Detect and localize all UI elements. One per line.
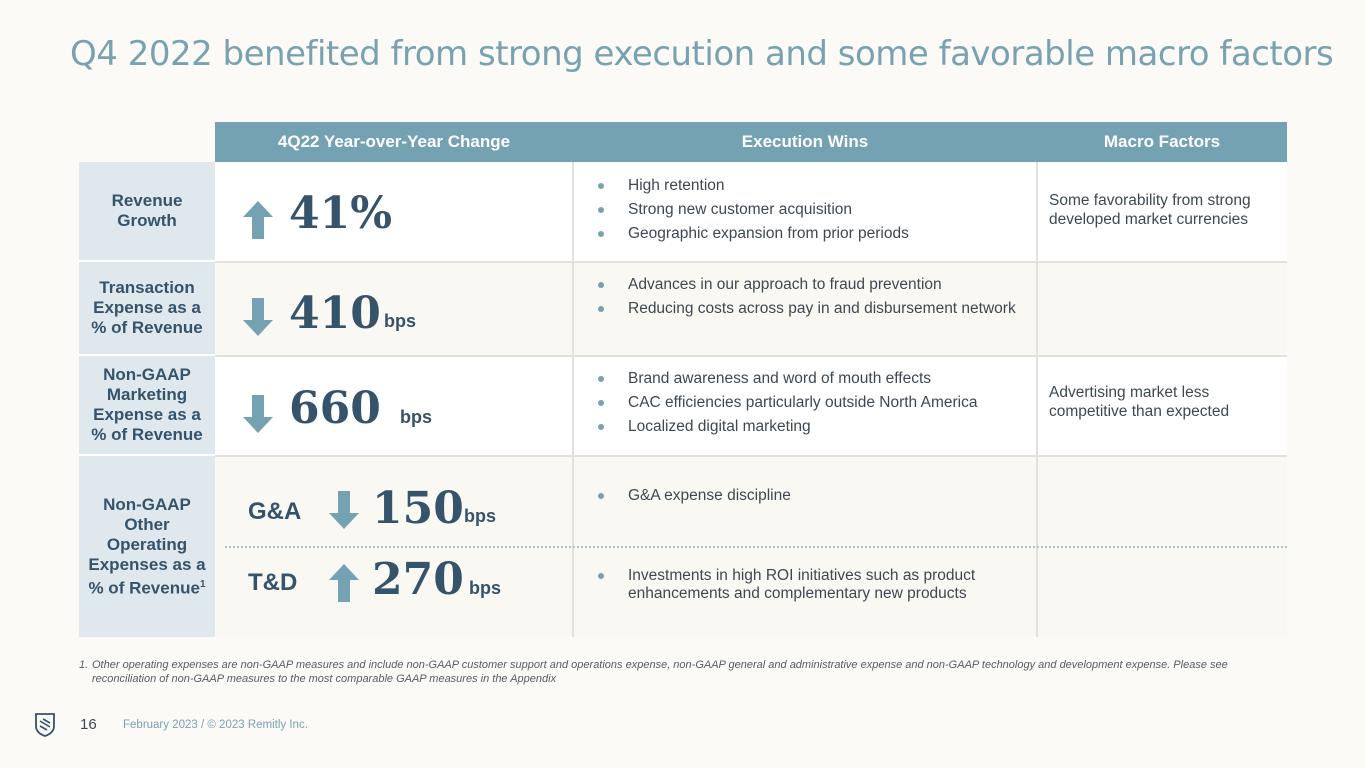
list-item: G&A expense discipline	[597, 487, 791, 505]
td-execution-wins: Investments in high ROI initiatives such…	[597, 567, 1017, 609]
list-item: Reducing costs across pay in and disburs…	[597, 300, 1017, 318]
revenue-growth-value: 41%	[289, 188, 393, 239]
header-macro-factors: Macro Factors	[1037, 122, 1287, 162]
td-value: 270	[372, 554, 464, 605]
yoy-change-table: 4Q22 Year-over-Year Change Execution Win…	[79, 122, 1287, 637]
marketing-expense-value: 660	[289, 383, 381, 434]
list-item: Localized digital marketing	[597, 418, 977, 436]
arrow-up-icon	[243, 201, 273, 239]
arrow-down-icon	[243, 395, 273, 433]
transaction-expense-value: 410	[289, 288, 381, 339]
ga-execution-wins: G&A expense discipline	[597, 487, 791, 511]
footnote-marker: 1	[199, 578, 206, 590]
td-unit: bps	[469, 578, 502, 598]
row-label-transaction-expense: Transaction Expense as a % of Revenue	[79, 262, 215, 356]
row-divider	[215, 455, 1287, 457]
row-divider	[215, 261, 1287, 263]
arrow-down-icon	[329, 491, 359, 529]
row-marketing-bg	[215, 356, 1287, 456]
marketing-execution-wins: Brand awareness and word of mouth effect…	[597, 370, 977, 442]
arrow-down-icon	[243, 298, 273, 336]
arrow-up-icon	[329, 564, 359, 602]
list-item: CAC efficiencies particularly outside No…	[597, 394, 977, 412]
list-item: Investments in high ROI initiatives such…	[597, 567, 1017, 603]
header-yoy-change: 4Q22 Year-over-Year Change	[215, 122, 573, 162]
row-transaction-bg	[215, 262, 1287, 356]
transaction-expense-unit: bps	[384, 311, 417, 331]
list-item: High retention	[597, 177, 909, 195]
marketing-macro-factor: Advertising market less competitive than…	[1049, 384, 1230, 420]
header-execution-wins: Execution Wins	[573, 122, 1037, 162]
row-label-other-opex: Non-GAAP Other Operating Expenses as a %…	[79, 456, 215, 637]
footnote-text: Other operating expenses are non-GAAP me…	[92, 659, 1228, 685]
column-divider	[572, 162, 574, 637]
td-label: T&D	[248, 569, 298, 596]
footnote: 1. Other operating expenses are non-GAAP…	[79, 658, 1259, 686]
transaction-execution-wins: Advances in our approach to fraud preven…	[597, 276, 1017, 324]
list-item: Brand awareness and word of mouth effect…	[597, 370, 977, 388]
footnote-number: 1.	[79, 659, 89, 671]
row-label-marketing-expense: Non-GAAP Marketing Expense as a % of Rev…	[79, 356, 215, 456]
ga-label: G&A	[248, 498, 302, 525]
ga-unit: bps	[464, 506, 497, 526]
revenue-execution-wins: High retention Strong new customer acqui…	[597, 177, 909, 249]
list-item: Geographic expansion from prior periods	[597, 225, 909, 243]
page-number: 16	[80, 716, 97, 733]
ga-value: 150	[372, 483, 464, 534]
footer-date: February 2023 / © 2023 Remitly Inc.	[123, 719, 308, 731]
slide-title: Q4 2022 benefited from strong execution …	[70, 34, 1334, 74]
dotted-row-divider	[225, 546, 1287, 548]
column-divider	[1036, 162, 1038, 637]
row-divider	[215, 355, 1287, 357]
row-label-revenue-growth: Revenue Growth	[79, 162, 215, 262]
remitly-shield-logo-icon	[35, 713, 55, 737]
row-revenue-bg	[215, 162, 1287, 262]
marketing-expense-unit: bps	[400, 407, 433, 427]
list-item: Advances in our approach to fraud preven…	[597, 276, 1017, 294]
revenue-macro-factor: Some favorability from strong developed …	[1049, 192, 1251, 228]
list-item: Strong new customer acquisition	[597, 201, 909, 219]
